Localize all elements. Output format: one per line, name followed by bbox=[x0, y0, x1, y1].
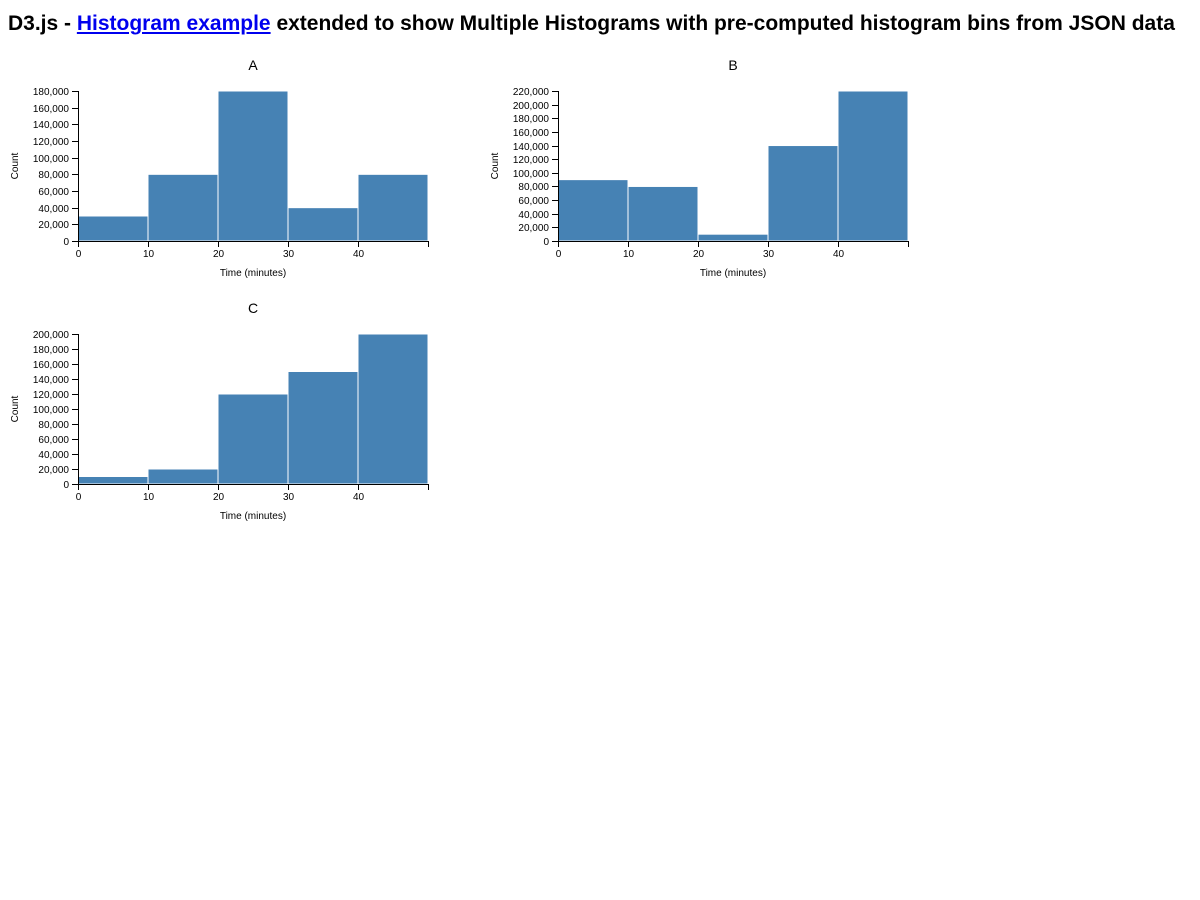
histogram-bar bbox=[147, 173, 219, 242]
y-tick-label: 20,000 bbox=[518, 223, 549, 234]
x-tick-label: 40 bbox=[353, 492, 365, 503]
y-axis-label: Count bbox=[10, 395, 21, 422]
histogram-bar bbox=[217, 90, 289, 242]
y-tick-label: 20,000 bbox=[38, 220, 69, 231]
page-title: D3.js - Histogram example extended to sh… bbox=[8, 12, 1175, 36]
y-tick-label: 0 bbox=[63, 480, 69, 491]
x-tick-label: 30 bbox=[283, 249, 295, 260]
y-tick-label: 140,000 bbox=[33, 375, 70, 386]
histogram-bar bbox=[557, 179, 629, 242]
y-tick-label: 40,000 bbox=[38, 450, 69, 461]
x-tick-label: 10 bbox=[623, 249, 635, 260]
y-tick-label: 120,000 bbox=[33, 390, 70, 401]
histogram-bar bbox=[77, 476, 149, 485]
title-suffix: extended to show Multiple Histograms wit… bbox=[270, 12, 1175, 35]
y-tick-label: 160,000 bbox=[33, 360, 70, 371]
y-tick-label: 40,000 bbox=[518, 210, 549, 221]
y-axis: 0 20,000 40,000 60,000 80,000 100,000 120,000 1… bbox=[33, 330, 79, 491]
y-tick-label: 100,000 bbox=[33, 154, 70, 165]
y-tick-label: 200,000 bbox=[513, 101, 550, 112]
x-axis: 0 10 20 30 40 bbox=[76, 241, 429, 260]
x-tick-label: 0 bbox=[76, 492, 82, 503]
histogram-bar bbox=[357, 333, 429, 485]
y-tick-label: 60,000 bbox=[518, 196, 549, 207]
y-tick-label: 80,000 bbox=[38, 420, 69, 431]
y-tick-label: 140,000 bbox=[33, 120, 70, 131]
y-axis-label: Count bbox=[490, 152, 501, 179]
histogram-bar bbox=[767, 145, 839, 242]
x-tick-label: 20 bbox=[213, 249, 225, 260]
y-tick-label: 60,000 bbox=[38, 187, 69, 198]
x-axis-label: Time (minutes) bbox=[700, 268, 766, 279]
x-axis: 0 10 20 30 40 bbox=[556, 241, 909, 260]
x-tick-label: 10 bbox=[143, 249, 155, 260]
histogram-bar bbox=[287, 371, 359, 485]
x-axis: 0 10 20 30 40 bbox=[76, 484, 429, 503]
y-tick-label: 20,000 bbox=[38, 465, 69, 476]
y-tick-label: 180,000 bbox=[513, 114, 550, 125]
histogram-example-link[interactable]: Histogram example bbox=[76, 12, 271, 35]
y-tick-label: 80,000 bbox=[38, 170, 69, 181]
x-tick-label: 40 bbox=[833, 249, 845, 260]
y-axis: 0 20,000 40,000 60,000 80,000 100,000 120,000 1… bbox=[513, 87, 559, 248]
y-tick-label: 40,000 bbox=[38, 204, 69, 215]
x-tick-label: 30 bbox=[763, 249, 775, 260]
x-tick-label: 20 bbox=[213, 492, 225, 503]
histogram-bar bbox=[357, 173, 429, 242]
title-prefix: D3.js - bbox=[8, 12, 77, 35]
chart-title: A bbox=[248, 57, 258, 73]
y-axis-label: Count bbox=[10, 152, 21, 179]
y-tick-label: 160,000 bbox=[513, 128, 550, 139]
histogram-bar bbox=[697, 233, 769, 242]
y-tick-label: 180,000 bbox=[33, 87, 70, 98]
histogram-chart-c: C 0 20,000 40,000 60,000 80,000 100,000 120,000… bbox=[10, 300, 429, 522]
y-tick-label: 160,000 bbox=[33, 104, 70, 115]
y-tick-label: 120,000 bbox=[33, 137, 70, 148]
histogram-bar bbox=[77, 215, 149, 242]
y-axis: 0 20,000 40,000 60,000 80,000 100,000 120,000 1… bbox=[33, 87, 79, 248]
y-tick-label: 80,000 bbox=[518, 182, 549, 193]
x-axis-label: Time (minutes) bbox=[220, 511, 286, 522]
chart-title: B bbox=[728, 57, 737, 73]
histogram-bar bbox=[147, 468, 219, 485]
x-axis-label: Time (minutes) bbox=[220, 268, 286, 279]
y-tick-label: 200,000 bbox=[33, 330, 70, 341]
y-tick-label: 180,000 bbox=[33, 345, 70, 356]
x-tick-label: 30 bbox=[283, 492, 295, 503]
x-tick-label: 0 bbox=[556, 249, 562, 260]
y-tick-label: 0 bbox=[543, 237, 549, 248]
x-tick-label: 0 bbox=[76, 249, 82, 260]
histogram-bar bbox=[627, 185, 699, 242]
x-tick-label: 10 bbox=[143, 492, 155, 503]
histogram-chart-b: B 0 20,000 40,000 60,000 80,000 100,000 120,000… bbox=[490, 57, 909, 279]
chart-title: C bbox=[248, 300, 258, 316]
y-tick-label: 120,000 bbox=[513, 155, 550, 166]
y-tick-label: 100,000 bbox=[513, 169, 550, 180]
x-tick-label: 40 bbox=[353, 249, 365, 260]
y-tick-label: 60,000 bbox=[38, 435, 69, 446]
y-tick-label: 220,000 bbox=[513, 87, 550, 98]
histogram-bar bbox=[217, 393, 289, 485]
histogram-bar bbox=[287, 207, 359, 242]
y-tick-label: 100,000 bbox=[33, 405, 70, 416]
y-tick-label: 140,000 bbox=[513, 142, 550, 153]
histogram-bar bbox=[837, 90, 909, 242]
y-tick-label: 0 bbox=[63, 237, 69, 248]
x-tick-label: 20 bbox=[693, 249, 705, 260]
histogram-chart-a: A 0 20,000 40,000 60,000 80,000 100,000 120,000… bbox=[10, 57, 429, 279]
